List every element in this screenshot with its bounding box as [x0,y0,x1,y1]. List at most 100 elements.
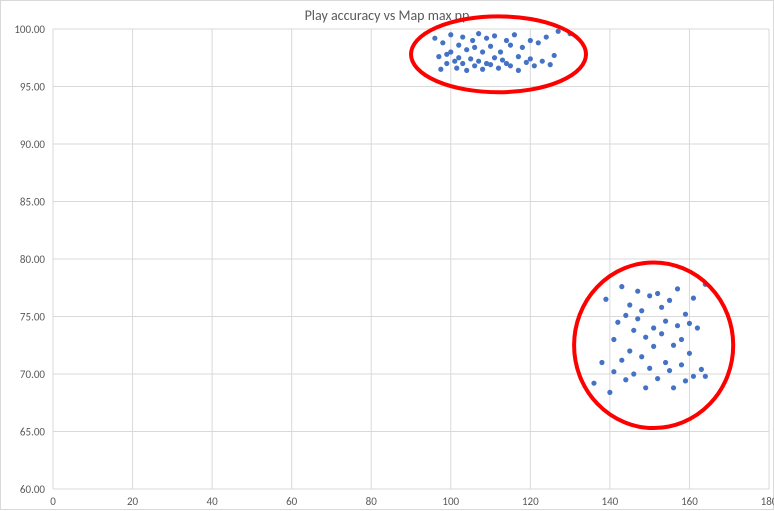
data-point [504,38,509,43]
data-point [472,63,477,68]
data-point [524,60,529,65]
data-point [683,312,688,317]
data-point [432,36,437,41]
data-point [440,40,445,45]
data-point [679,337,684,342]
data-point [520,45,525,50]
data-point [460,34,465,39]
y-tick-label: 70.00 [20,368,46,381]
data-point [516,68,521,73]
data-point [627,302,632,307]
data-point [695,325,700,330]
x-tick-label: 140 [602,495,619,508]
data-point [536,40,541,45]
data-point [480,67,485,72]
data-point [687,351,692,356]
data-point [643,385,648,390]
data-point [528,38,533,43]
data-point [679,362,684,367]
data-point [448,32,453,37]
data-point [516,54,521,59]
data-point [627,348,632,353]
y-tick-label: 60.00 [20,483,46,496]
data-point [623,377,628,382]
data-point [619,358,624,363]
data-point [532,63,537,68]
data-point [603,297,608,302]
data-point [671,385,676,390]
data-point [476,59,481,64]
y-tick-label: 90.00 [20,138,46,151]
data-point [528,56,533,61]
data-point [500,57,505,62]
data-point [655,291,660,296]
data-point [683,378,688,383]
data-point [691,374,696,379]
data-point [512,32,517,37]
data-point [444,61,449,66]
data-point [663,360,668,365]
data-point [452,59,457,64]
data-point [548,62,553,67]
y-tick-label: 100.00 [14,23,45,36]
data-point [544,34,549,39]
data-point [470,38,475,43]
data-point [691,296,696,301]
data-point [667,368,672,373]
data-point [623,313,628,318]
data-point [687,321,692,326]
data-point [647,366,652,371]
data-point [611,369,616,374]
data-point [699,367,704,372]
x-tick-label: 60 [286,495,298,508]
x-tick-label: 120 [522,495,539,508]
data-point [472,45,477,50]
data-point [492,33,497,38]
scatter-chart: Play accuracy vs Map max pp 020406080100… [0,0,774,510]
data-point [631,371,636,376]
data-point [635,316,640,321]
x-tick-label: 20 [127,495,139,508]
data-point [484,36,489,41]
data-point [651,344,656,349]
data-point [456,55,461,60]
data-point [675,286,680,291]
data-point [671,343,676,348]
data-point [635,289,640,294]
data-point [639,354,644,359]
data-point [508,63,513,68]
data-point [448,49,453,54]
data-point [552,53,557,58]
data-point [611,337,616,342]
data-point [464,47,469,52]
data-point [468,56,473,61]
x-tick-label: 80 [366,495,378,508]
data-point [619,284,624,289]
data-point [480,49,485,54]
data-point [508,43,513,48]
x-tick-label: 40 [207,495,219,508]
data-point [456,43,461,48]
data-point [667,298,672,303]
data-point [703,374,708,379]
data-point [556,29,561,34]
y-tick-label: 65.00 [20,426,46,439]
data-point [488,44,493,49]
data-point [454,66,459,71]
data-point [659,331,664,336]
data-point [540,59,545,64]
data-point [438,67,443,72]
data-point [607,390,612,395]
data-point [476,31,481,36]
data-point [675,323,680,328]
scatter-points [432,29,708,395]
annotation-ellipse [411,16,586,92]
y-tick-label: 80.00 [20,253,46,266]
y-tick-label: 85.00 [20,196,46,209]
annotations [411,16,733,428]
x-tick-label: 0 [50,495,56,508]
data-point [659,305,664,310]
data-point [464,68,469,73]
data-point [639,308,644,313]
data-point [492,55,497,60]
